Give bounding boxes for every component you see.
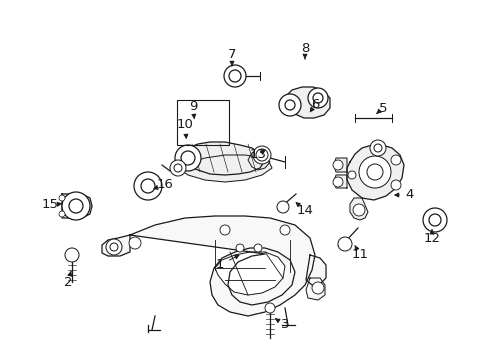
Text: 2: 2 — [63, 275, 72, 288]
Circle shape — [373, 144, 381, 152]
Text: 9: 9 — [188, 100, 197, 113]
Circle shape — [332, 160, 342, 170]
Circle shape — [253, 244, 262, 252]
Polygon shape — [305, 278, 325, 300]
Circle shape — [428, 214, 440, 226]
Circle shape — [69, 199, 83, 213]
Circle shape — [390, 155, 400, 165]
Circle shape — [236, 244, 244, 252]
Circle shape — [134, 172, 162, 200]
Text: 3: 3 — [280, 319, 289, 332]
Text: 15: 15 — [41, 198, 59, 211]
Polygon shape — [182, 142, 264, 175]
Circle shape — [252, 146, 270, 164]
Circle shape — [358, 156, 390, 188]
Text: 6: 6 — [310, 99, 319, 112]
Circle shape — [337, 237, 351, 251]
Circle shape — [312, 93, 323, 103]
Polygon shape — [346, 145, 403, 200]
Text: 11: 11 — [351, 248, 368, 261]
Circle shape — [332, 177, 342, 187]
Circle shape — [264, 303, 274, 313]
Circle shape — [129, 237, 141, 249]
Circle shape — [369, 140, 385, 156]
Text: 7: 7 — [227, 49, 236, 62]
Circle shape — [174, 164, 182, 172]
Polygon shape — [349, 198, 367, 220]
Polygon shape — [102, 235, 130, 256]
Circle shape — [311, 282, 324, 294]
Circle shape — [181, 151, 195, 165]
Circle shape — [141, 179, 155, 193]
Circle shape — [279, 94, 301, 116]
Circle shape — [285, 100, 294, 110]
Circle shape — [106, 239, 122, 255]
Circle shape — [390, 180, 400, 190]
Circle shape — [59, 211, 65, 217]
Circle shape — [62, 192, 90, 220]
Circle shape — [175, 145, 201, 171]
Polygon shape — [130, 216, 314, 316]
Circle shape — [366, 164, 382, 180]
Text: 5: 5 — [378, 102, 386, 114]
Polygon shape — [333, 175, 346, 188]
Circle shape — [170, 160, 185, 176]
Polygon shape — [62, 194, 92, 218]
Circle shape — [220, 225, 229, 235]
Text: 10: 10 — [176, 118, 193, 131]
Polygon shape — [333, 158, 346, 172]
Circle shape — [65, 248, 79, 262]
Bar — [177, 100, 228, 145]
Circle shape — [280, 225, 289, 235]
Text: 13: 13 — [249, 148, 266, 162]
Circle shape — [347, 171, 355, 179]
Circle shape — [258, 151, 265, 159]
Text: 12: 12 — [423, 231, 440, 244]
Circle shape — [224, 65, 245, 87]
Text: 16: 16 — [156, 179, 173, 192]
Polygon shape — [215, 252, 285, 295]
Text: 8: 8 — [300, 41, 308, 54]
Text: 4: 4 — [405, 189, 413, 202]
Circle shape — [352, 204, 364, 216]
Circle shape — [307, 88, 327, 108]
Circle shape — [228, 70, 241, 82]
Circle shape — [422, 208, 446, 232]
Circle shape — [110, 243, 118, 251]
Polygon shape — [285, 87, 329, 118]
Circle shape — [256, 149, 267, 161]
Text: 14: 14 — [296, 203, 313, 216]
Circle shape — [276, 201, 288, 213]
Polygon shape — [178, 155, 271, 182]
Text: 1: 1 — [215, 258, 224, 271]
Circle shape — [59, 195, 65, 201]
Polygon shape — [305, 255, 325, 285]
